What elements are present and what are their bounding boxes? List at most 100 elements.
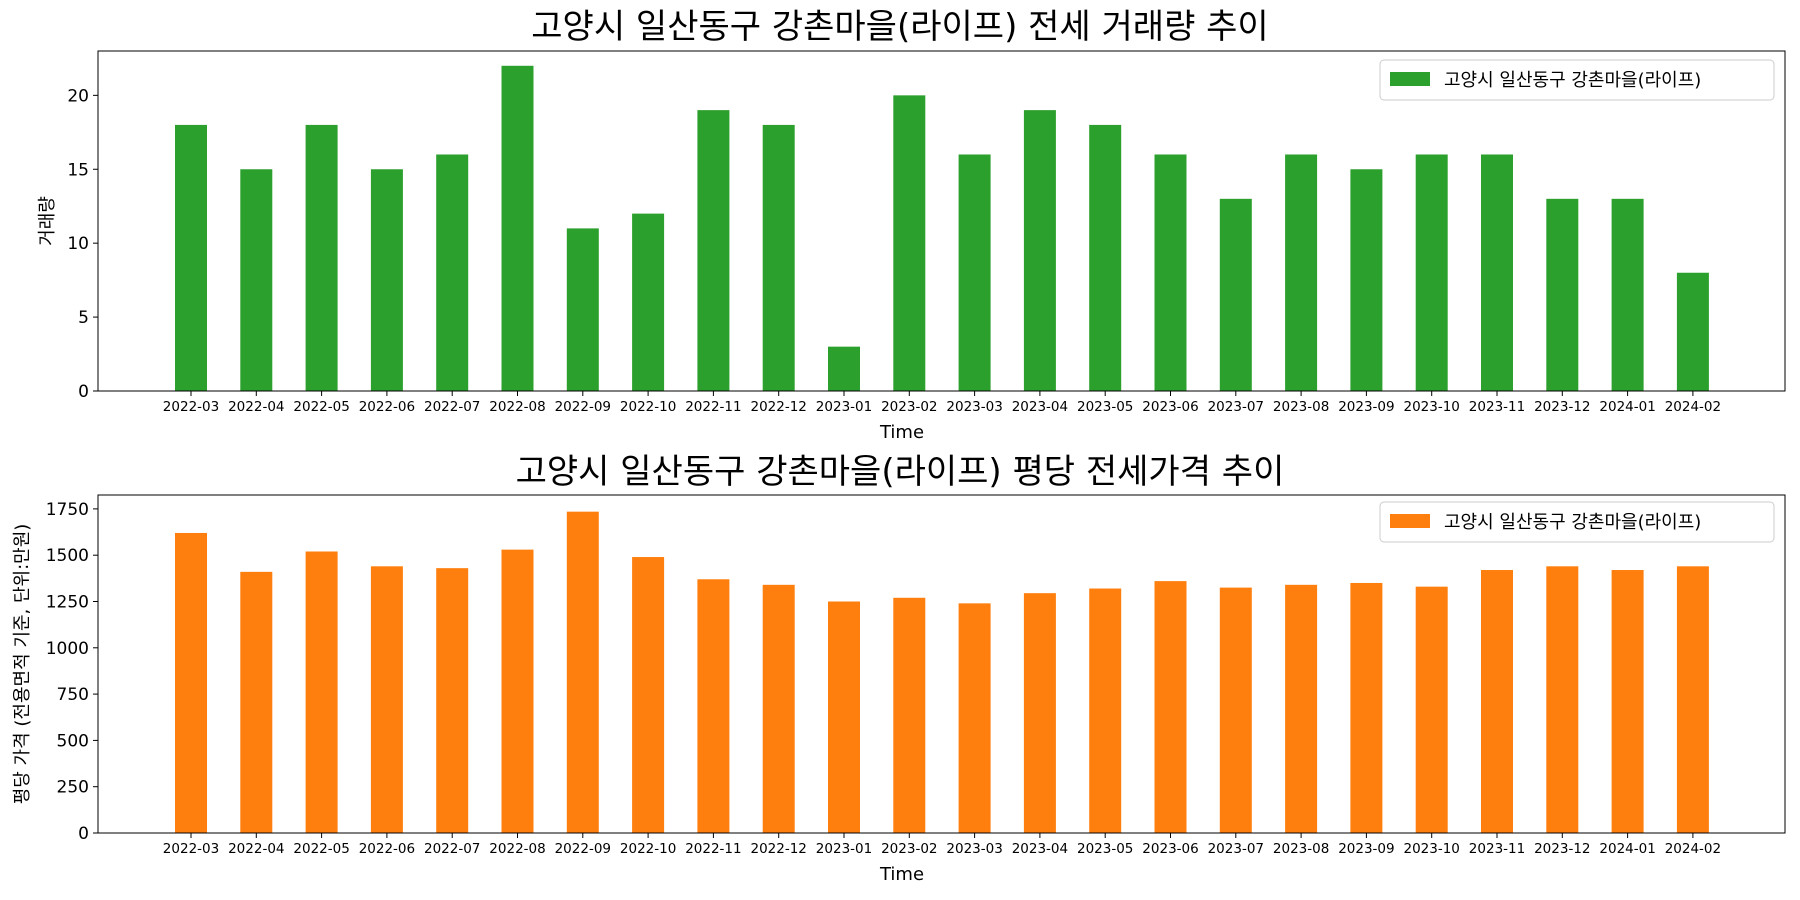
- bar-2023-04: [1023, 593, 1056, 833]
- y-tick-label: 1000: [46, 639, 89, 659]
- chart-price: 고양시 일산동구 강촌마을(라이프) 평당 전세가격 추이 0 250 500 750…: [12, 452, 1786, 885]
- x-tick-label: 2022-10: [620, 841, 676, 857]
- x-tick-label: 2022-03: [163, 399, 219, 415]
- bar-2023-05: [1089, 124, 1122, 392]
- x-tick-label: 2022-09: [555, 841, 611, 857]
- x-tick-label: 2022-12: [750, 841, 806, 857]
- x-tick-label: 2022-06: [359, 399, 415, 415]
- bar-2023-08: [1285, 154, 1318, 391]
- bar-2022-08: [501, 65, 534, 392]
- bar-2022-12: [762, 124, 795, 392]
- x-tick-label: 2023-12: [1534, 841, 1590, 857]
- x-tick-label: 2023-03: [946, 399, 1002, 415]
- x-tick-label: 2023-07: [1208, 399, 1264, 415]
- bar-2022-07: [436, 568, 469, 833]
- bar-2022-05: [305, 551, 338, 833]
- bar-2022-09: [566, 228, 599, 391]
- bar-2022-04: [240, 169, 273, 391]
- bar-2023-12: [1546, 198, 1579, 391]
- bar-2022-07: [436, 154, 469, 391]
- bar-2023-07: [1219, 587, 1252, 833]
- y-tick-label: 10: [67, 234, 89, 254]
- x-tick-label: 2023-01: [816, 841, 872, 857]
- bar-2022-11: [697, 579, 730, 833]
- chart-title: 고양시 일산동구 강촌마을(라이프) 평당 전세가격 추이: [516, 452, 1285, 492]
- bar-2022-10: [632, 213, 665, 391]
- x-tick-label: 2022-11: [685, 841, 741, 857]
- y-axis-label: 평당 가격 (전용면적 기준, 단위:만원): [12, 524, 33, 805]
- x-tick-label: 2023-08: [1273, 841, 1329, 857]
- y-axis: 0 250 500 750 1000 1250 1500 1750: [46, 500, 98, 844]
- bar-2022-12: [762, 584, 795, 833]
- y-tick-label: 20: [67, 86, 89, 106]
- x-tick-label: 2023-02: [881, 841, 937, 857]
- x-tick-label: 2023-03: [946, 841, 1002, 857]
- bar-2022-04: [240, 571, 273, 833]
- plot-frame: [97, 494, 1786, 834]
- legend-swatch: [1390, 72, 1430, 86]
- bar-2023-09: [1350, 169, 1383, 391]
- bar-2023-02: [893, 597, 926, 833]
- x-tick-label: 2023-04: [1012, 399, 1068, 415]
- y-tick-label: 750: [57, 685, 89, 705]
- x-tick-label: 2022-09: [555, 399, 611, 415]
- x-tick-label: 2023-09: [1338, 841, 1394, 857]
- x-tick-label: 2023-02: [881, 399, 937, 415]
- x-tick-label: 2022-06: [359, 841, 415, 857]
- x-tick-label: 2022-08: [489, 399, 545, 415]
- x-tick-label: 2023-07: [1208, 841, 1264, 857]
- bars: [175, 65, 1709, 392]
- chart-volume: 고양시 일산동구 강촌마을(라이프) 전세 거래량 추이 0 5 10 15 20 20…: [37, 7, 1786, 443]
- y-tick-label: 0: [78, 382, 89, 402]
- legend: 고양시 일산동구 강촌마을(라이프): [1379, 501, 1775, 543]
- bar-2023-01: [828, 346, 860, 391]
- bar-2023-09: [1350, 582, 1383, 833]
- bar-2024-02: [1676, 566, 1709, 833]
- y-axis-label: 거래량: [37, 196, 58, 246]
- bar-2022-08: [501, 549, 534, 833]
- bar-2023-02: [893, 95, 926, 391]
- x-axis-label: Time: [879, 864, 924, 885]
- legend-swatch: [1390, 514, 1430, 528]
- x-tick-label: 2022-12: [750, 399, 806, 415]
- x-tick-label: 2023-04: [1012, 841, 1068, 857]
- bar-2024-02: [1676, 272, 1709, 391]
- x-tick-label: 2022-05: [293, 399, 349, 415]
- x-tick-label: 2023-08: [1273, 399, 1329, 415]
- bar-2022-06: [370, 169, 403, 391]
- y-tick-label: 1500: [46, 546, 89, 566]
- x-tick-label: 2022-04: [228, 841, 284, 857]
- y-tick-label: 500: [57, 731, 89, 751]
- x-axis: 2022-03 2022-04 2022-05 2022-06 2022-07 2022-…: [163, 833, 1721, 857]
- x-tick-label: 2023-11: [1469, 399, 1525, 415]
- bar-2024-01: [1611, 570, 1644, 833]
- x-tick-label: 2023-05: [1077, 841, 1133, 857]
- bar-2023-08: [1285, 584, 1318, 833]
- bar-2024-01: [1611, 198, 1644, 391]
- legend-box: [1379, 501, 1775, 543]
- chart-title: 고양시 일산동구 강촌마을(라이프) 전세 거래량 추이: [531, 7, 1268, 47]
- legend: 고양시 일산동구 강촌마을(라이프): [1379, 59, 1775, 101]
- bar-2023-01: [828, 601, 860, 833]
- bar-2023-06: [1154, 581, 1187, 833]
- x-tick-label: 2022-07: [424, 399, 480, 415]
- bar-2023-12: [1546, 566, 1579, 833]
- x-tick-label: 2023-05: [1077, 399, 1133, 415]
- bar-2023-11: [1481, 570, 1513, 833]
- legend-label: 고양시 일산동구 강촌마을(라이프): [1444, 70, 1701, 91]
- bar-2023-10: [1415, 586, 1448, 833]
- y-tick-label: 0: [78, 824, 89, 844]
- x-axis: 2022-03 2022-04 2022-05 2022-06 2022-07 2022-…: [163, 391, 1721, 415]
- bar-2022-03: [175, 532, 207, 833]
- x-tick-label: 2022-08: [489, 841, 545, 857]
- x-tick-label: 2022-04: [228, 399, 284, 415]
- y-tick-label: 1750: [46, 500, 89, 520]
- x-tick-label: 2023-09: [1338, 399, 1394, 415]
- x-tick-label: 2022-11: [685, 399, 741, 415]
- x-tick-label: 2023-10: [1403, 399, 1459, 415]
- bar-2023-06: [1154, 154, 1187, 391]
- bar-2023-10: [1415, 154, 1448, 391]
- y-tick-label: 15: [67, 160, 89, 180]
- x-tick-label: 2023-12: [1534, 399, 1590, 415]
